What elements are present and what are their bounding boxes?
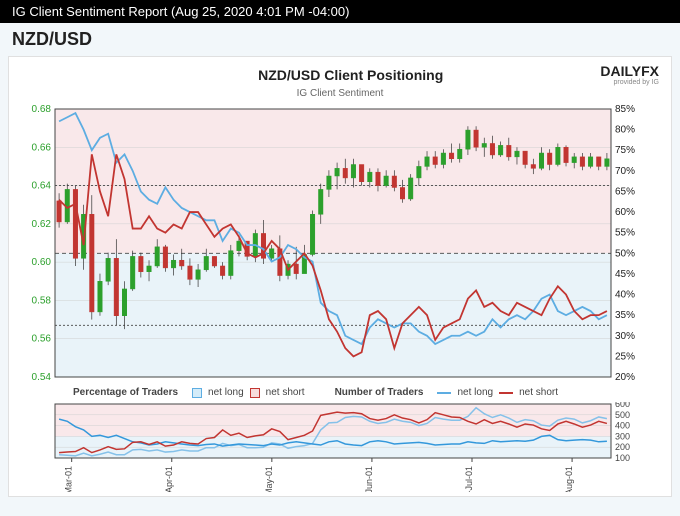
svg-text:20%: 20% [615,372,635,383]
svg-text:60%: 60% [615,207,635,218]
svg-text:0.68: 0.68 [32,104,52,115]
svg-text:600: 600 [615,402,630,409]
svg-text:500: 500 [615,410,630,420]
logo-main: DAILYFX [600,63,659,79]
svg-text:0.58: 0.58 [32,295,52,306]
legend-line-long [437,392,451,394]
app-container: IG Client Sentiment Report (Aug 25, 2020… [0,0,680,516]
svg-text:40%: 40% [615,290,635,301]
report-header: IG Client Sentiment Report (Aug 25, 2020… [0,0,680,23]
svg-text:80%: 80% [615,125,635,136]
svg-text:0.66: 0.66 [32,142,52,153]
svg-text:200: 200 [615,442,630,452]
svg-text:0.62: 0.62 [32,219,52,230]
svg-text:2020-Apr-01: 2020-Apr-01 [164,466,174,492]
svg-text:2020-Jul-01: 2020-Jul-01 [464,466,474,492]
legend-line-short [499,392,513,394]
svg-text:35%: 35% [615,310,635,321]
svg-text:65%: 65% [615,186,635,197]
svg-text:2020-May-01: 2020-May-01 [264,466,274,492]
legend-net-short-2: net short [519,387,558,398]
dailyfx-logo: DAILYFX provided by IG [600,63,659,86]
legend-net-long-2: net long [457,387,493,398]
chart-panel: NZD/USD Client Positioning DAILYFX provi… [8,56,672,497]
logo-sub: provided by IG [600,79,659,86]
svg-text:300: 300 [615,431,630,441]
chart-header: NZD/USD Client Positioning DAILYFX provi… [13,61,667,90]
header-text: IG Client Sentiment Report (Aug 25, 2020… [12,4,349,19]
svg-text:2020-Mar-01: 2020-Mar-01 [64,466,74,492]
svg-text:0.60: 0.60 [32,257,52,268]
svg-text:2020-Jun-01: 2020-Jun-01 [364,466,374,492]
svg-text:75%: 75% [615,145,635,156]
legend-box-long [192,388,202,398]
svg-text:45%: 45% [615,269,635,280]
svg-text:0.64: 0.64 [32,181,52,192]
svg-text:25%: 25% [615,351,635,362]
main-chart: 0.54 0.56 0.58 0.60 0.62 0.64 0.66 0.68 20% 25% 30… [13,103,667,383]
svg-text:2020-Aug-01: 2020-Aug-01 [564,466,574,492]
svg-text:70%: 70% [615,166,635,177]
sub-chart: 100200300400500600 2020-Mar-01 2020-Apr-01… [13,402,667,492]
sub-chart-svg: 100200300400500600 2020-Mar-01 2020-Apr-01… [13,402,653,492]
legend-box-short [250,388,260,398]
main-chart-svg: 0.54 0.56 0.58 0.60 0.62 0.64 0.66 0.68 20% 25% 30… [13,103,653,383]
svg-text:0.54: 0.54 [32,372,52,383]
svg-text:0.56: 0.56 [32,334,52,345]
svg-text:55%: 55% [615,228,635,239]
legend-row: Percentage of Traders net long net short… [13,383,667,402]
legend-net-long-1: net long [208,387,244,398]
legend-num-title: Number of Traders [335,387,424,398]
svg-text:100: 100 [615,453,630,463]
legend-net-short-1: net short [266,387,305,398]
svg-text:30%: 30% [615,331,635,342]
svg-text:400: 400 [615,421,630,431]
legend-pct-title: Percentage of Traders [73,387,178,398]
chart-subtitle: IG Client Sentiment [13,88,667,99]
chart-title: NZD/USD Client Positioning [101,67,600,83]
svg-text:85%: 85% [615,104,635,115]
currency-pair-title: NZD/USD [0,23,680,56]
svg-text:50%: 50% [615,248,635,259]
